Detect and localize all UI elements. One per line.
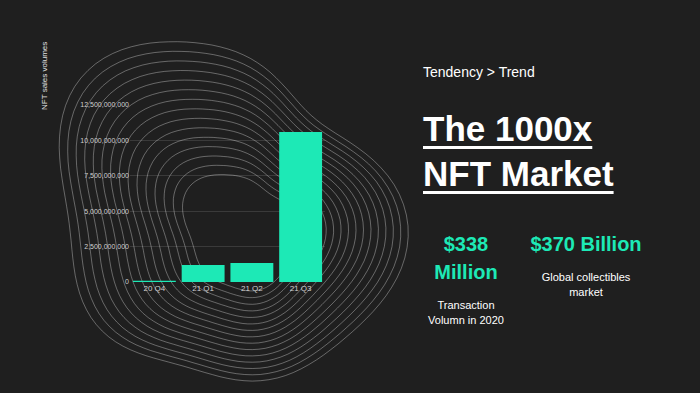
svg-text:7,500,000,000: 7,500,000,000 — [84, 172, 129, 179]
svg-text:21 Q3: 21 Q3 — [290, 284, 312, 293]
html-text:$338 Million: $338 Million — [434, 233, 498, 283]
html-text:Transaction Volumn in 2020: Transaction Volumn in 2020 — [428, 299, 504, 326]
svg-text:5,000,000,000: 5,000,000,000 — [84, 208, 129, 215]
svg-text:NFT sales volumes: NFT sales volumes — [40, 42, 49, 110]
svg-text:10,000,000,000: 10,000,000,000 — [80, 137, 129, 144]
html-text:Tendency > Trend: Tendency > Trend — [423, 64, 535, 80]
html-text:The 1000x NFT Market: The 1000x NFT Market — [423, 109, 614, 193]
svg-text:21 Q1: 21 Q1 — [192, 284, 214, 293]
svg-text:21 Q2: 21 Q2 — [241, 284, 263, 293]
html-text:Global collectibles market: Global collectibles market — [541, 271, 631, 298]
svg-text:12,500,000,000: 12,500,000,000 — [80, 101, 129, 108]
svg-text:20 Q4: 20 Q4 — [143, 284, 165, 293]
svg-text:0: 0 — [125, 278, 129, 285]
html-text:$370 Billion: $370 Billion — [530, 233, 642, 255]
svg-text:2,500,000,000: 2,500,000,000 — [84, 243, 129, 250]
